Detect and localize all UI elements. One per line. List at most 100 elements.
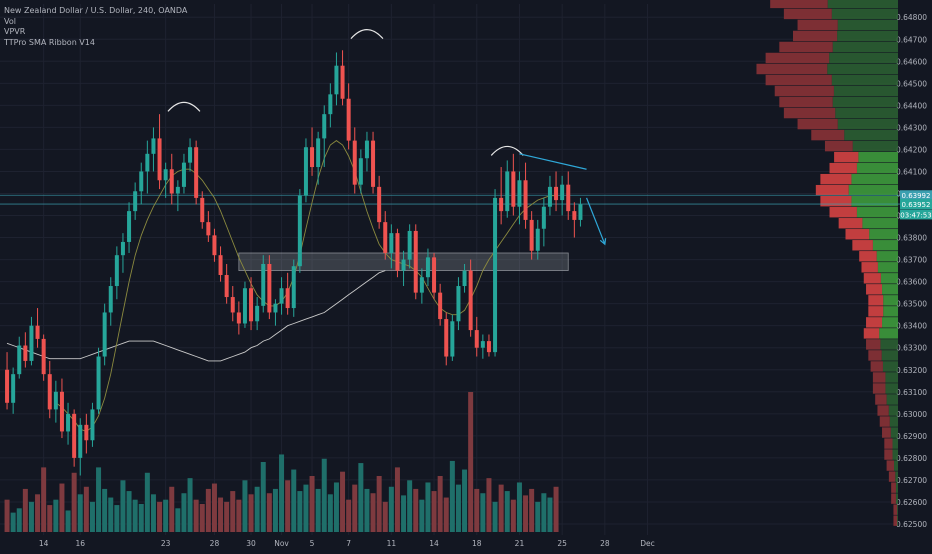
candle-body [322,114,327,139]
candle-body [303,147,308,196]
price-label-box [900,209,932,220]
y-tick-label: 0.63200 [896,366,927,375]
vpvr-bar-down [868,306,884,317]
vpvr-bar-down [783,8,832,20]
vpvr-bar-down [863,273,881,284]
volume-bar [138,504,144,532]
vpvr-bar-down [824,140,853,152]
x-tick-label: 18 [472,539,482,548]
volume-bar [419,499,425,532]
volume-bar [28,501,34,532]
x-tick-label: 30 [246,539,256,548]
candle-body [84,424,89,441]
volume-bar [285,480,291,532]
symbol-title[interactable]: New Zealand Dollar / U.S. Dollar, 240, O… [4,6,188,15]
vpvr-bar-down [870,361,883,372]
candle-body [212,235,217,256]
volume-bar [41,467,47,532]
volume-bar [266,493,272,532]
volume-bar [462,469,468,532]
vpvr-bar-down [872,372,886,383]
vpvr-bar-up [831,74,898,86]
volume-bar [16,508,22,532]
y-tick-label: 0.62700 [896,476,927,485]
vpvr-bar-up [832,96,898,108]
vpvr-bar-down [893,504,898,515]
vpvr-bar-up [889,416,898,427]
x-tick-label: 14 [429,539,439,548]
candle-body [499,197,504,212]
sma-ribbon-indicator-label[interactable]: TTPro SMA Ribbon V14 [4,37,95,47]
volume-bar [394,467,400,532]
vpvr-bar-up [856,162,898,174]
vpvr-bar-down [820,195,852,207]
vpvr-indicator-label[interactable]: VPVR [4,27,26,36]
volume-bar [193,499,199,532]
candle-body [547,186,552,207]
vpvr-bar-down [866,339,881,350]
volume-bar [102,488,108,532]
volume-bar [358,463,364,532]
volume-bar [65,510,71,532]
vpvr-bar-up [897,504,898,515]
candle-body [486,341,491,353]
volume-bar [401,495,407,532]
volume-indicator-label[interactable]: Vol [4,16,16,26]
volume-bar [425,482,431,532]
candle-body [255,305,260,322]
volume-bar [157,501,163,532]
vpvr-bar-up [883,295,898,306]
candle-body [468,270,473,331]
candle-body [35,325,40,339]
candle-body [371,140,376,187]
arrow-head-icon [599,238,607,246]
volume-bar [35,494,41,532]
volume-bar [199,504,205,532]
candle-body [78,424,83,458]
vpvr-bar-up [895,493,898,504]
price-label-text: 0.63992 [902,192,931,200]
candle-body [11,374,16,403]
candle-body [340,65,345,99]
candle-body [505,171,510,212]
candle-body [450,321,455,357]
vpvr-bar-up [837,30,898,42]
vpvr-bar-up [885,383,898,394]
x-tick-label: 28 [210,539,220,548]
y-tick-label: 0.62500 [896,520,927,529]
vpvr-bar-up [880,273,898,284]
hand-drawn-arc [167,101,201,112]
vpvr-bar-down [872,383,886,394]
vpvr-bar-down [884,438,893,449]
volume-bar [47,505,53,532]
candle-body [206,222,211,236]
vpvr-bar-down [845,229,870,240]
vpvr-bar-up [879,328,898,339]
volume-bar [523,495,529,532]
y-tick-label: 0.62800 [896,454,927,463]
candle-body [23,345,28,361]
y-tick-label: 0.64600 [896,57,927,66]
volume-bar [407,480,413,532]
candle-body [462,270,467,287]
vpvr-bar-up [856,207,898,218]
volume-bar [96,467,102,532]
vpvr-bar-up [869,229,898,240]
candle-body [364,140,369,159]
vpvr-bar-down [863,328,880,339]
candle-body [224,275,229,298]
volume-bar [510,499,516,532]
candle-body [291,266,296,309]
candle-body [456,286,461,322]
volume-bar [181,493,187,532]
price-label-text: 0.63952 [902,201,931,209]
candle-body [127,211,132,242]
volume-bar [89,501,95,532]
vpvr-bar-down [884,449,893,460]
y-tick-label: 0.64700 [896,35,927,44]
candle-body [407,230,412,260]
candle-body [41,338,46,375]
candle-body [480,341,485,348]
